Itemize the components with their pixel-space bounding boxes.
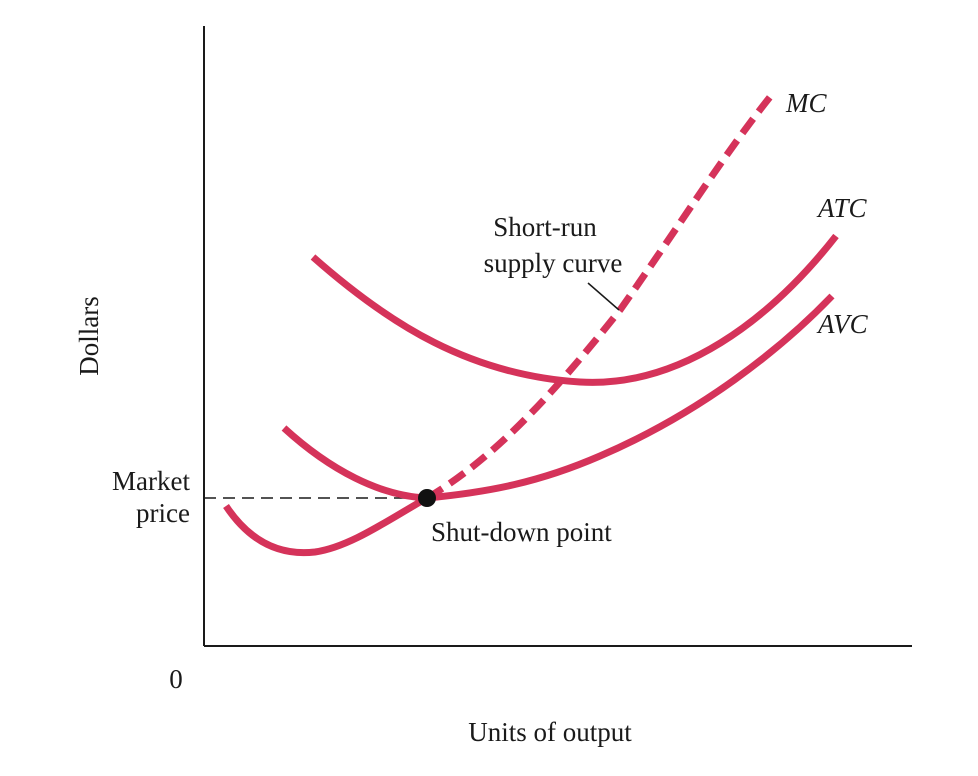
mc-label: MC bbox=[785, 88, 827, 118]
origin-label: 0 bbox=[169, 664, 183, 694]
atc-curve bbox=[310, 233, 839, 386]
market-price-label-line1: Market bbox=[112, 466, 190, 496]
avc-curve bbox=[223, 293, 835, 557]
atc-label: ATC bbox=[816, 193, 868, 223]
supply-curve-label-line1: Short-run bbox=[493, 212, 597, 242]
avc-label: AVC bbox=[816, 309, 869, 339]
x-axis-label: Units of output bbox=[468, 717, 632, 747]
supply-curve-label-line2: supply curve bbox=[484, 248, 623, 278]
shutdown-point-marker bbox=[418, 489, 436, 507]
shutdown-point-label: Shut-down point bbox=[431, 517, 612, 547]
y-axis-label: Dollars bbox=[74, 296, 104, 375]
market-price-label-line2: price bbox=[136, 498, 190, 528]
mc-curve-solid bbox=[281, 425, 428, 502]
supply-curve-leader bbox=[587, 282, 620, 311]
mc-curve-dashed bbox=[425, 94, 773, 502]
